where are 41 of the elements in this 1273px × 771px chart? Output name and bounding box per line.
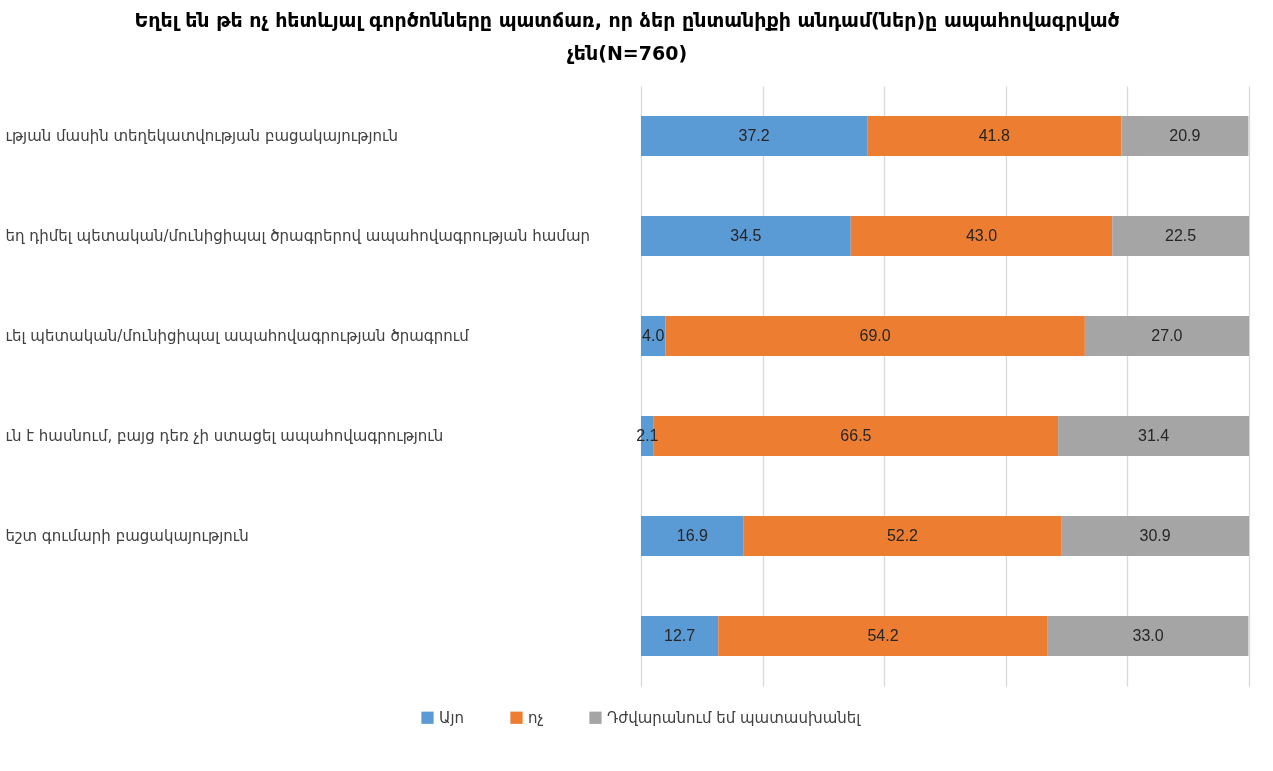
data-label: 41.8 [978,127,1010,144]
y-tick-label: ւթյան մասին տեղեկատվության բացակայություն [5,127,399,145]
bar [850,216,1113,256]
data-label: 22.5 [1165,227,1197,244]
data-label: 27.0 [1151,327,1183,344]
legend-label: ոչ [528,708,544,727]
data-label: 69.0 [859,327,891,344]
data-label: 33.0 [1132,627,1164,644]
bar [1061,516,1249,556]
bar [867,116,1122,156]
bar [641,616,719,656]
data-label: 66.5 [840,427,872,444]
bar [641,216,851,256]
data-label: 31.4 [1137,427,1170,444]
data-label: 52.2 [886,527,919,544]
bar [1058,416,1249,456]
y-tick-label: եղ դիմել պետական/մունիցիպալ ծրագրերով ապահովագրության համար [5,227,590,245]
bar [1084,316,1249,356]
bar [641,516,744,556]
bar [743,516,1062,556]
bar [665,316,1085,356]
y-tick-label: ւն է հասնում, բայց դեռ չի ստացել ապահովագրություն [5,427,444,445]
data-label: 54.2 [867,627,899,644]
y-tick-label: եշտ գումարի բացակայություն [5,527,249,545]
bar [641,116,868,156]
data-label: 30.9 [1139,527,1171,544]
bar [1047,616,1249,656]
legend-label: Այո [439,708,465,727]
legend-label: Դժվարանում եմ պատասխանել [607,708,862,727]
data-label: 12.7 [664,627,696,644]
bar [1112,216,1249,256]
data-label: 16.9 [676,527,709,544]
y-tick-label: ւել պետական/մունիցիպալ ապահովագրության ծրագրում [5,327,470,345]
data-label: 34.5 [730,227,762,244]
data-label: 4.0 [642,327,665,344]
bar [718,616,1048,656]
bar [1121,116,1249,156]
data-label: 43.0 [965,227,998,244]
data-label: 20.9 [1169,127,1201,144]
data-label: 37.2 [738,127,770,144]
chart-title: Եղել են թե ոչ հետևյալ գործոնները պատճառ, որ ձեր ընտանիքի անդամ(ներ)ը ապահովագրված չեն(N=760) [134,9,1120,64]
